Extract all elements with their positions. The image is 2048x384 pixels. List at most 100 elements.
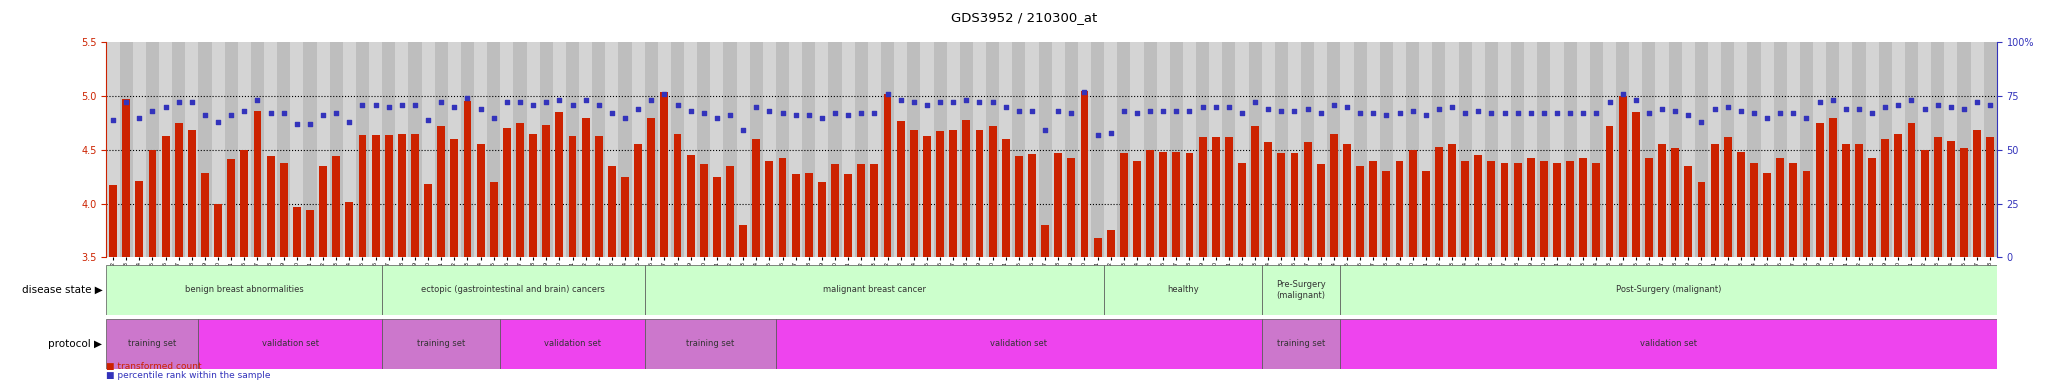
Point (215, 112, 248, 118)
Text: validation set: validation set (991, 339, 1047, 348)
Bar (963, 120, 971, 257)
Bar (188, 131, 197, 257)
Bar (1239, 163, 1245, 257)
Bar (831, 164, 840, 257)
Point (489, 99, 522, 106)
Bar (1249, 42, 1262, 257)
Bar (766, 161, 774, 257)
Point (870, 91, 903, 97)
Bar (1681, 42, 1696, 257)
Bar (645, 42, 657, 257)
Point (188, 112, 221, 118)
Point (1528, 110, 1561, 116)
Point (1069, 89, 1102, 95)
Bar (1436, 147, 1444, 257)
Bar (684, 42, 696, 257)
Bar (631, 42, 645, 257)
Text: ■ percentile rank within the sample: ■ percentile rank within the sample (106, 371, 270, 380)
Bar (330, 42, 342, 257)
Bar (1593, 163, 1599, 257)
Point (805, 114, 838, 121)
Bar (1659, 144, 1665, 257)
Bar (346, 202, 354, 257)
Point (293, 121, 326, 127)
Bar (1028, 154, 1036, 257)
Text: ■ transformed count: ■ transformed count (106, 362, 203, 371)
Text: validation set: validation set (262, 339, 319, 348)
Point (162, 99, 195, 106)
Point (557, 101, 590, 108)
Point (1581, 110, 1614, 116)
Point (674, 108, 707, 114)
Bar (1878, 42, 1892, 257)
Bar (1040, 225, 1049, 257)
Bar (934, 42, 946, 257)
Bar (1577, 42, 1589, 257)
Point (1382, 110, 1415, 116)
Point (1974, 101, 2007, 108)
Bar (985, 42, 999, 257)
Point (227, 108, 260, 114)
Bar (424, 184, 432, 257)
Bar (909, 131, 918, 257)
Bar (829, 42, 842, 257)
Point (111, 99, 143, 106)
Bar (1841, 144, 1849, 257)
Point (1489, 110, 1522, 116)
Bar (1948, 141, 1954, 257)
Bar (999, 42, 1012, 257)
Bar (1366, 42, 1380, 257)
Bar (1761, 42, 1774, 257)
Point (1671, 112, 1704, 118)
Bar (489, 182, 498, 257)
Point (1225, 110, 1257, 116)
Bar (1186, 153, 1194, 257)
Point (1948, 106, 1980, 112)
Bar (1370, 161, 1376, 257)
Bar (211, 42, 225, 257)
Bar (713, 177, 721, 257)
Bar (565, 42, 580, 257)
Bar (252, 42, 264, 257)
Bar (1065, 42, 1077, 257)
Bar (674, 134, 682, 257)
Bar (1960, 147, 1968, 257)
Point (1317, 101, 1350, 108)
Point (1960, 99, 1993, 106)
Point (1855, 110, 1888, 116)
Bar (700, 164, 709, 257)
Bar (723, 42, 737, 257)
Bar (1133, 161, 1141, 257)
Bar (1118, 42, 1130, 257)
Point (1632, 110, 1665, 116)
Bar (1300, 42, 1315, 257)
Bar (842, 42, 854, 257)
Bar (371, 135, 379, 257)
Bar (383, 42, 395, 257)
Bar (281, 163, 287, 257)
Bar (1589, 42, 1604, 257)
Point (662, 101, 694, 108)
Point (963, 99, 995, 106)
Bar (1198, 137, 1206, 257)
Bar (1356, 166, 1364, 257)
Bar (397, 134, 406, 257)
Bar (162, 136, 170, 257)
Bar (1354, 42, 1366, 257)
Bar (463, 101, 471, 257)
Bar (950, 131, 956, 257)
Bar (1735, 42, 1747, 257)
Bar (1225, 137, 1233, 257)
Point (846, 110, 879, 116)
Bar (1315, 42, 1327, 257)
Bar (1393, 42, 1407, 257)
Bar (1538, 42, 1550, 257)
Bar (1905, 42, 1919, 257)
Bar (569, 136, 575, 257)
Bar (305, 210, 313, 257)
Bar (762, 42, 776, 257)
Bar (1262, 42, 1274, 257)
Point (530, 99, 563, 106)
Bar (276, 42, 291, 257)
Bar (1642, 42, 1655, 257)
